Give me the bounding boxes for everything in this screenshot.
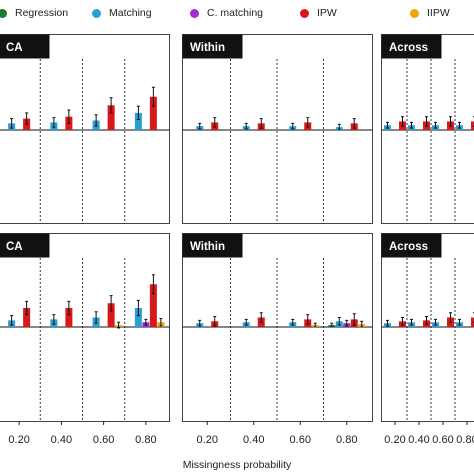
panel-title: Within: [190, 241, 225, 253]
legend-label: C. matching: [207, 7, 264, 19]
legend-label: Regression: [15, 7, 69, 19]
panel-title: Across: [389, 42, 428, 54]
legend-marker: [92, 8, 101, 18]
legend-label: Matching: [109, 7, 152, 19]
panel-frame: [182, 34, 373, 224]
x-tick-label: 0.60: [432, 434, 453, 446]
panel-header: [0, 34, 50, 59]
panel-header: [381, 233, 442, 258]
x-tick-label: 0.80: [336, 434, 357, 446]
panel-title: CA: [6, 42, 23, 54]
bar-ipw: [149, 284, 157, 327]
legend-item-regression: Regression: [0, 5, 68, 21]
bar-ipw: [471, 121, 474, 130]
legend-item-c-matching: C. matching: [190, 5, 263, 21]
x-axis-label: Missingness probability: [182, 459, 292, 471]
panel-title: Across: [389, 241, 428, 253]
x-tick-label: 0.60: [93, 434, 114, 446]
x-tick-label: 0.80: [135, 434, 156, 446]
legend-item-ipw: IPW: [300, 5, 337, 21]
panel-header: [0, 233, 50, 258]
panel-title: Within: [190, 42, 225, 54]
bar-ipw: [65, 308, 73, 327]
bar-ipw: [23, 308, 31, 327]
x-tick-label: 0.40: [408, 434, 429, 446]
x-tick-label: 0.80: [456, 434, 474, 446]
bar-matching: [134, 308, 142, 327]
legend-label: IIPW: [427, 7, 450, 19]
legend-marker: [300, 8, 309, 18]
x-tick-label: 0.40: [51, 434, 72, 446]
legend-item-matching: Matching: [92, 5, 152, 21]
x-tick-label: 0.20: [384, 434, 405, 446]
bar-ipw: [149, 96, 157, 130]
x-tick-label: 0.20: [8, 434, 29, 446]
bar-ipw: [471, 317, 474, 327]
legend-marker: [410, 8, 419, 18]
bar-ipw: [107, 105, 115, 130]
legend-marker: [0, 8, 7, 18]
bar-ipw: [107, 303, 115, 327]
panel-header: [381, 34, 442, 59]
x-tick-label: 0.40: [243, 434, 264, 446]
bar-matching: [134, 112, 142, 130]
legend-item-iipw: IIPW: [410, 5, 450, 21]
panel-title: CA: [6, 241, 23, 253]
legend: Regression Matching C. matching IPW IIPW: [0, 0, 474, 26]
x-tick-label: 0.60: [290, 434, 311, 446]
legend-label: IPW: [317, 7, 337, 19]
panel-header: [182, 233, 243, 258]
panel-header: [182, 34, 243, 59]
legend-marker: [190, 8, 199, 18]
x-tick-label: 0.20: [197, 434, 218, 446]
